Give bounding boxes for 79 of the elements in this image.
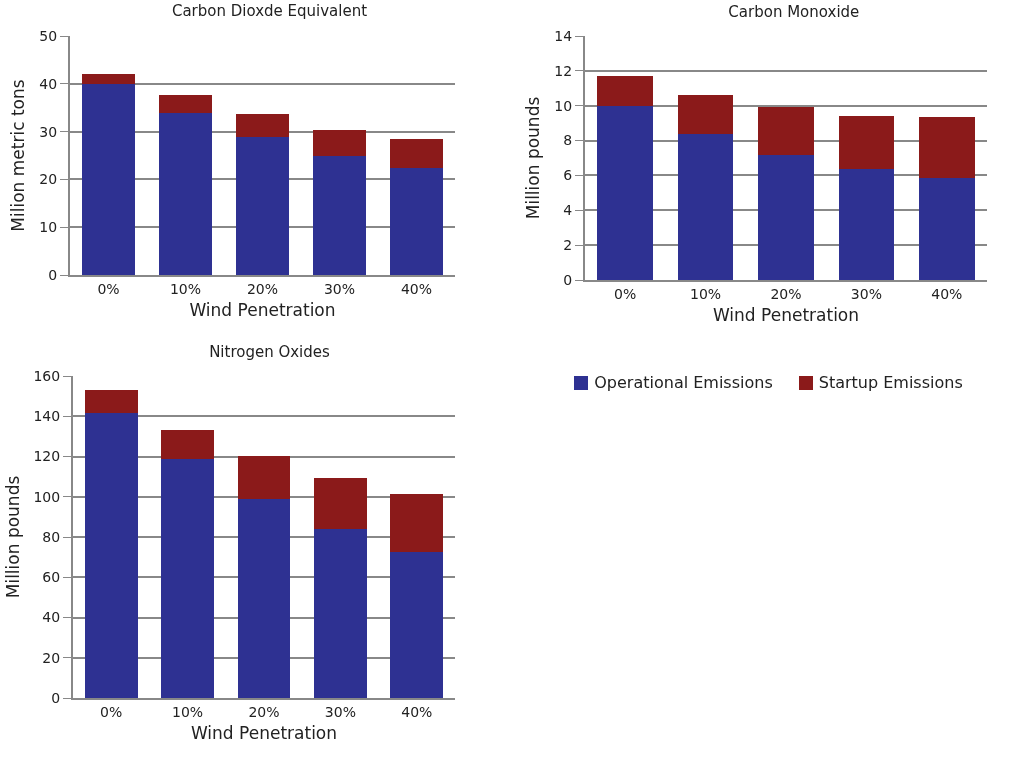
y-tick-label: 20	[39, 171, 58, 188]
y-tick-label: 120	[33, 448, 61, 465]
bar	[838, 115, 895, 169]
x-tick-label: 40%	[401, 703, 433, 720]
bar	[389, 166, 444, 275]
y-tick-label: 140	[33, 408, 61, 425]
x-tick-label: 20%	[246, 280, 279, 297]
x-axis-title: Wind Penetration	[712, 304, 860, 325]
y-tick-label: 80	[42, 528, 61, 545]
legend-label: Operational Emissions	[594, 373, 773, 392]
y-axis-title: Million pounds	[523, 96, 544, 220]
y-tick-label: 10	[554, 97, 573, 114]
bar	[161, 429, 215, 460]
y-tick-label: 40	[42, 609, 61, 626]
y-axis-title: Million pounds	[2, 475, 23, 599]
y-axis-title: Milion metric tons	[8, 79, 29, 232]
y-tick-label: 20	[42, 649, 61, 666]
y-tick-label: 0	[48, 266, 58, 283]
y-tick-label: 160	[33, 367, 61, 384]
bar	[390, 494, 444, 552]
bar	[84, 389, 138, 413]
bar	[161, 458, 215, 698]
bar	[237, 498, 291, 698]
chart-title: Carbon Monoxide	[728, 2, 860, 21]
bar	[758, 106, 814, 156]
y-tick-label: 100	[33, 488, 61, 505]
y-tick-label: 0	[563, 271, 573, 288]
bar	[313, 478, 367, 530]
x-tick-label: 40%	[400, 280, 433, 297]
y-tick-label: 12	[554, 62, 573, 79]
bar	[677, 133, 734, 280]
bar	[312, 129, 367, 156]
x-tick-label: 0%	[614, 285, 637, 302]
bar	[918, 117, 975, 178]
bar	[597, 75, 654, 107]
bar	[838, 167, 895, 280]
bar	[758, 154, 814, 280]
chart-title: Carbon Dioxde Equivalent	[171, 1, 368, 20]
bar	[313, 528, 367, 698]
bar	[312, 155, 367, 275]
x-tick-label: 30%	[323, 280, 356, 297]
x-tick-label: 30%	[324, 703, 356, 720]
y-tick-label: 6	[563, 167, 573, 184]
bar	[235, 135, 290, 275]
bar	[597, 105, 654, 280]
bar	[158, 111, 213, 275]
legend-label: Startup Emissions	[818, 373, 963, 392]
bar	[390, 550, 444, 698]
x-tick-label: 30%	[850, 285, 882, 302]
x-tick-label: 10%	[690, 285, 722, 302]
bar	[158, 95, 213, 113]
bar	[389, 139, 444, 168]
x-tick-label: 20%	[770, 285, 802, 302]
bar	[677, 94, 734, 135]
y-tick-label: 8	[563, 132, 573, 149]
y-tick-label: 40	[39, 75, 58, 92]
y-tick-label: 0	[51, 689, 61, 706]
bar	[237, 456, 291, 500]
bar	[81, 83, 136, 275]
bar	[81, 73, 136, 85]
y-tick-label: 60	[42, 569, 61, 586]
bar	[84, 411, 138, 698]
y-tick-label: 10	[39, 219, 58, 236]
bar	[235, 114, 290, 137]
y-tick-label: 14	[554, 27, 573, 44]
x-tick-label: 40%	[931, 285, 963, 302]
y-tick-label: 30	[39, 123, 58, 140]
x-tick-label: 0%	[100, 703, 123, 720]
x-tick-label: 20%	[248, 703, 280, 720]
x-tick-label: 0%	[97, 280, 120, 297]
x-axis-title: Wind Penetration	[189, 299, 336, 320]
y-tick-label: 4	[563, 202, 573, 219]
x-tick-label: 10%	[169, 280, 202, 297]
x-tick-label: 10%	[172, 703, 204, 720]
y-tick-label: 50	[39, 27, 58, 44]
bar	[918, 176, 975, 280]
chart-title: Nitrogen Oxides	[209, 342, 331, 361]
x-axis-title: Wind Penetration	[190, 722, 338, 743]
y-tick-label: 2	[563, 237, 573, 254]
